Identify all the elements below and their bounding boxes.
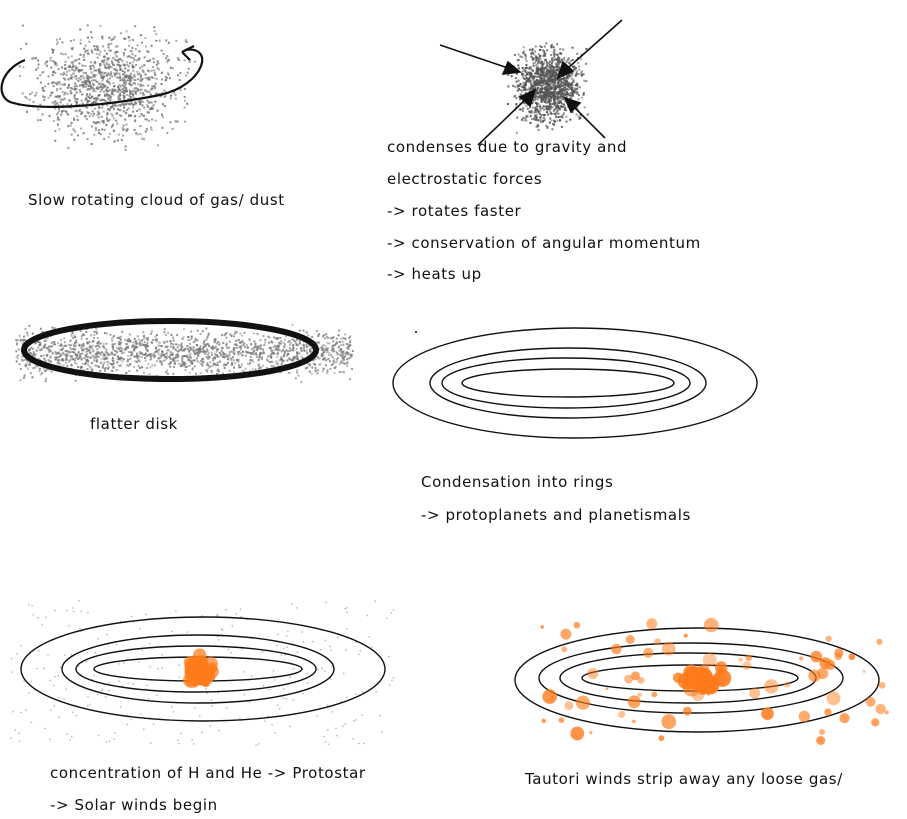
caption-condense-5: -> heats up xyxy=(387,265,482,283)
caption-condense-3: -> rotates faster xyxy=(387,202,522,220)
caption-condense-4: -> conservation of angular momentum xyxy=(387,234,701,252)
rotation-arrowhead xyxy=(181,45,195,61)
dust-particles xyxy=(10,24,589,746)
rings-diagram xyxy=(392,327,758,439)
caption-cloud: Slow rotating cloud of gas/ dust xyxy=(28,191,285,209)
caption-condense-1: condenses due to gravity and xyxy=(387,138,628,156)
caption-protostar-1: concentration of H and He -> Protostar xyxy=(50,764,366,782)
scattered-gas-blobs xyxy=(540,617,889,745)
protostar-core xyxy=(183,648,219,689)
caption-rings-1: Condensation into rings xyxy=(421,473,614,491)
caption-protostar-2: -> Solar winds begin xyxy=(50,796,218,814)
caption-winds: Tautori winds strip away any loose gas/ xyxy=(525,770,843,788)
gravity-arrows xyxy=(439,19,623,146)
caption-condense-2: electrostatic forces xyxy=(387,170,543,188)
flatter-disk-outline xyxy=(21,318,319,382)
protostar-rings xyxy=(20,616,386,722)
rotation-arrow xyxy=(0,48,204,108)
caption-disk: flatter disk xyxy=(90,415,178,433)
caption-rings-2: -> protoplanets and planetismals xyxy=(421,506,691,524)
